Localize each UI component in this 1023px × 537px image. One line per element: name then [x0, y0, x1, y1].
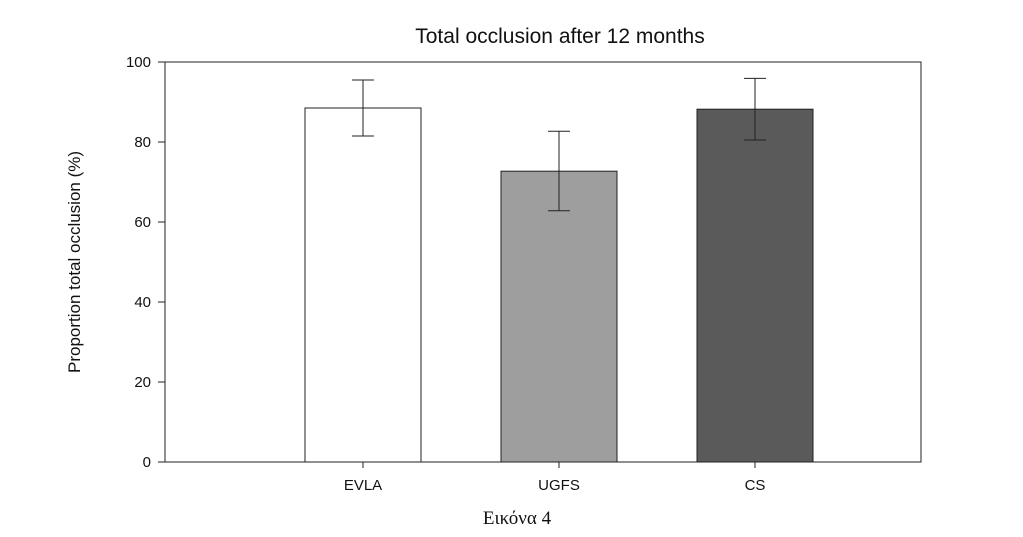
- bar-ugfs: [500, 170, 618, 463]
- figure-caption: Εικόνα 4: [483, 508, 552, 529]
- y-tick-label: 40: [134, 294, 151, 311]
- y-tick-label: 100: [126, 54, 151, 71]
- y-tick-label: 20: [134, 374, 151, 391]
- y-tick-label: 60: [134, 214, 151, 231]
- bar-cs: [696, 108, 814, 463]
- y-axis-label: Proportion total occlusion (%): [65, 151, 84, 373]
- x-tick-label: EVLA: [344, 477, 382, 494]
- chart-title: Total occlusion after 12 months: [415, 25, 705, 48]
- x-axis: EVLA UGFS CS: [344, 462, 766, 494]
- bars: [304, 77, 814, 463]
- bar-evla: [304, 107, 422, 463]
- y-axis: 0 20 40 60 80 100: [126, 54, 165, 471]
- y-tick-label: 0: [143, 454, 151, 471]
- y-tick-label: 80: [134, 134, 151, 151]
- x-tick-label: UGFS: [538, 477, 580, 494]
- x-tick-label: CS: [745, 477, 766, 494]
